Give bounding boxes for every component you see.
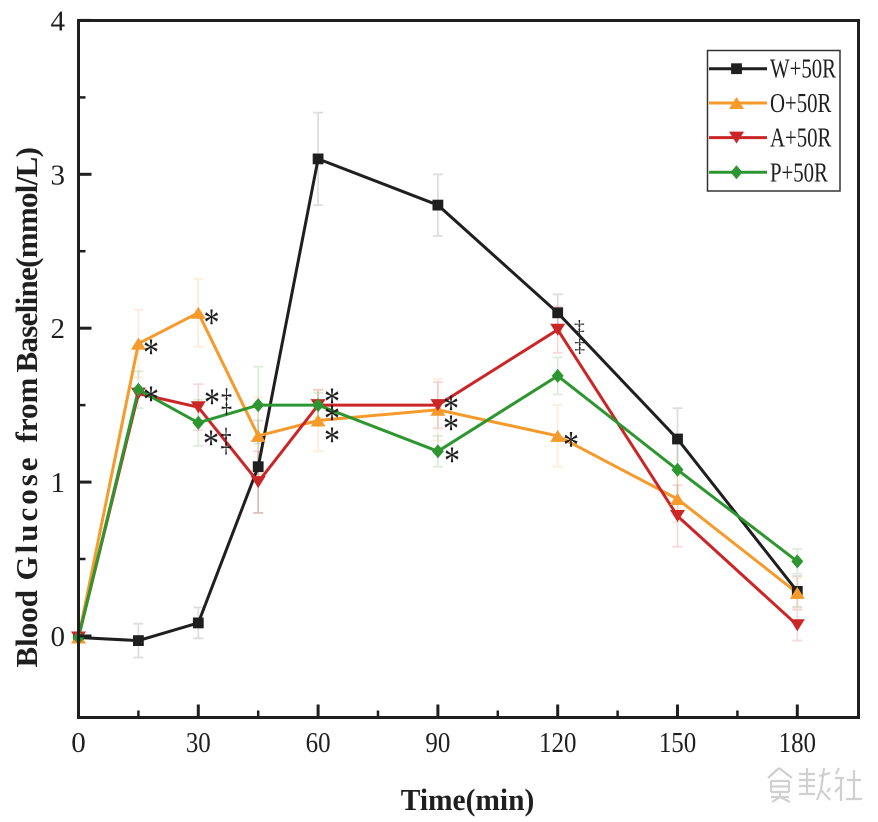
svg-text:‡: ‡: [221, 383, 232, 419]
svg-text:Time(min): Time(min): [401, 782, 535, 817]
svg-text:O+50R: O+50R: [770, 90, 832, 119]
svg-text:*: *: [444, 439, 460, 483]
svg-text:‡: ‡: [574, 318, 585, 338]
svg-text:120: 120: [539, 726, 576, 758]
svg-text:‡: ‡: [220, 422, 231, 458]
svg-text:90: 90: [425, 726, 450, 758]
svg-text:*: *: [143, 378, 159, 422]
svg-text:Blood: Blood: [9, 590, 44, 668]
svg-text:A+50R: A+50R: [770, 124, 832, 153]
svg-text:*: *: [203, 422, 219, 466]
svg-text:0: 0: [51, 621, 66, 653]
svg-text:‡: ‡: [574, 336, 585, 356]
svg-text:W+50R: W+50R: [770, 55, 837, 84]
svg-text:*: *: [324, 419, 340, 463]
svg-text:3: 3: [51, 159, 66, 191]
svg-text:Baseline(mmol/L): Baseline(mmol/L): [9, 148, 44, 373]
svg-text:*: *: [143, 331, 159, 375]
svg-text:1: 1: [51, 467, 66, 499]
svg-text:30: 30: [186, 726, 211, 758]
svg-text:from: from: [9, 377, 44, 442]
svg-text:60: 60: [306, 726, 331, 758]
svg-text:*: *: [204, 381, 220, 425]
svg-text:0: 0: [71, 727, 86, 759]
svg-text:*: *: [324, 380, 340, 424]
svg-text:*: *: [443, 387, 459, 431]
svg-text:2: 2: [51, 313, 66, 345]
svg-text:*: *: [324, 397, 340, 441]
svg-text:4: 4: [51, 5, 66, 37]
svg-text:P+50R: P+50R: [770, 159, 829, 188]
svg-text:*: *: [443, 407, 459, 451]
svg-text:150: 150: [659, 726, 696, 758]
svg-text:*: *: [563, 423, 579, 467]
svg-text:180: 180: [779, 726, 816, 758]
svg-text:*: *: [204, 301, 220, 345]
svg-text:Glucose: Glucose: [9, 454, 44, 580]
